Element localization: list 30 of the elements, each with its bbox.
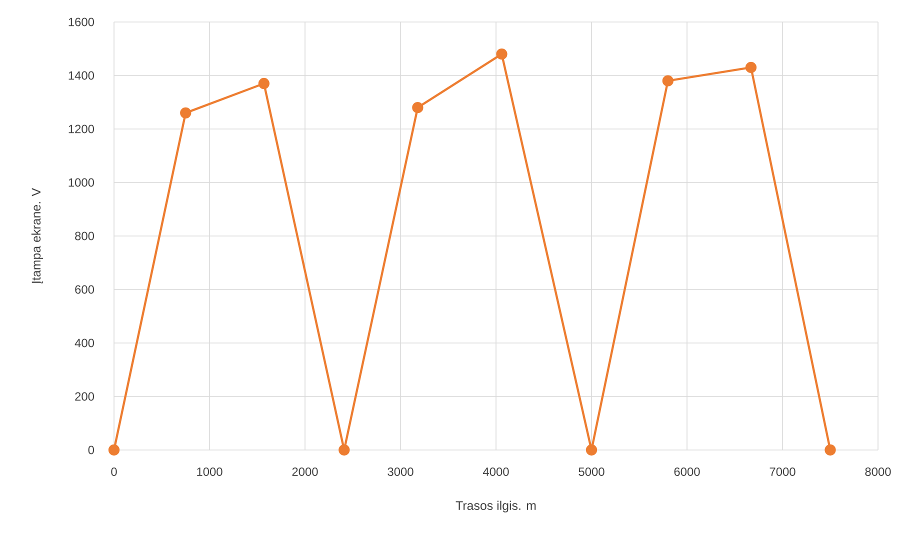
x-tick-label: 0 — [111, 468, 117, 476]
y-axis-title: Įtampa ekrane. V — [31, 188, 44, 284]
x-tick-label: 1000 — [197, 468, 222, 476]
y-tick-label: 1000 — [68, 178, 94, 187]
point — [496, 48, 508, 60]
y-tick-label: 1200 — [68, 124, 94, 134]
x-tick-label: 2000 — [292, 468, 318, 476]
y-tick-label: 400 — [74, 338, 94, 348]
point — [258, 78, 270, 90]
point — [180, 107, 192, 119]
point — [412, 102, 424, 114]
point — [338, 444, 350, 456]
y-tick-label: 600 — [75, 285, 94, 294]
y-tick-label: 1600 — [68, 18, 94, 26]
x-tick-label: 5000 — [578, 468, 604, 476]
x-tick-label: 6000 — [674, 468, 700, 476]
x-tick-label: 8000 — [865, 468, 891, 476]
y-tick-label: 1400 — [68, 71, 94, 80]
point — [662, 75, 674, 86]
x-tick-label: 7000 — [770, 468, 796, 476]
point — [108, 444, 120, 456]
x-tick-label: 4000 — [482, 468, 509, 476]
point — [586, 444, 598, 456]
point — [824, 444, 836, 456]
y-tick-label: 800 — [75, 232, 94, 240]
point — [745, 62, 757, 74]
x-tick-label: 3000 — [388, 468, 414, 476]
x-axis-title: Trasos ilgis. m — [456, 500, 536, 512]
y-tick-label: 200 — [75, 392, 94, 401]
y-tick-label: 0 — [88, 446, 94, 454]
